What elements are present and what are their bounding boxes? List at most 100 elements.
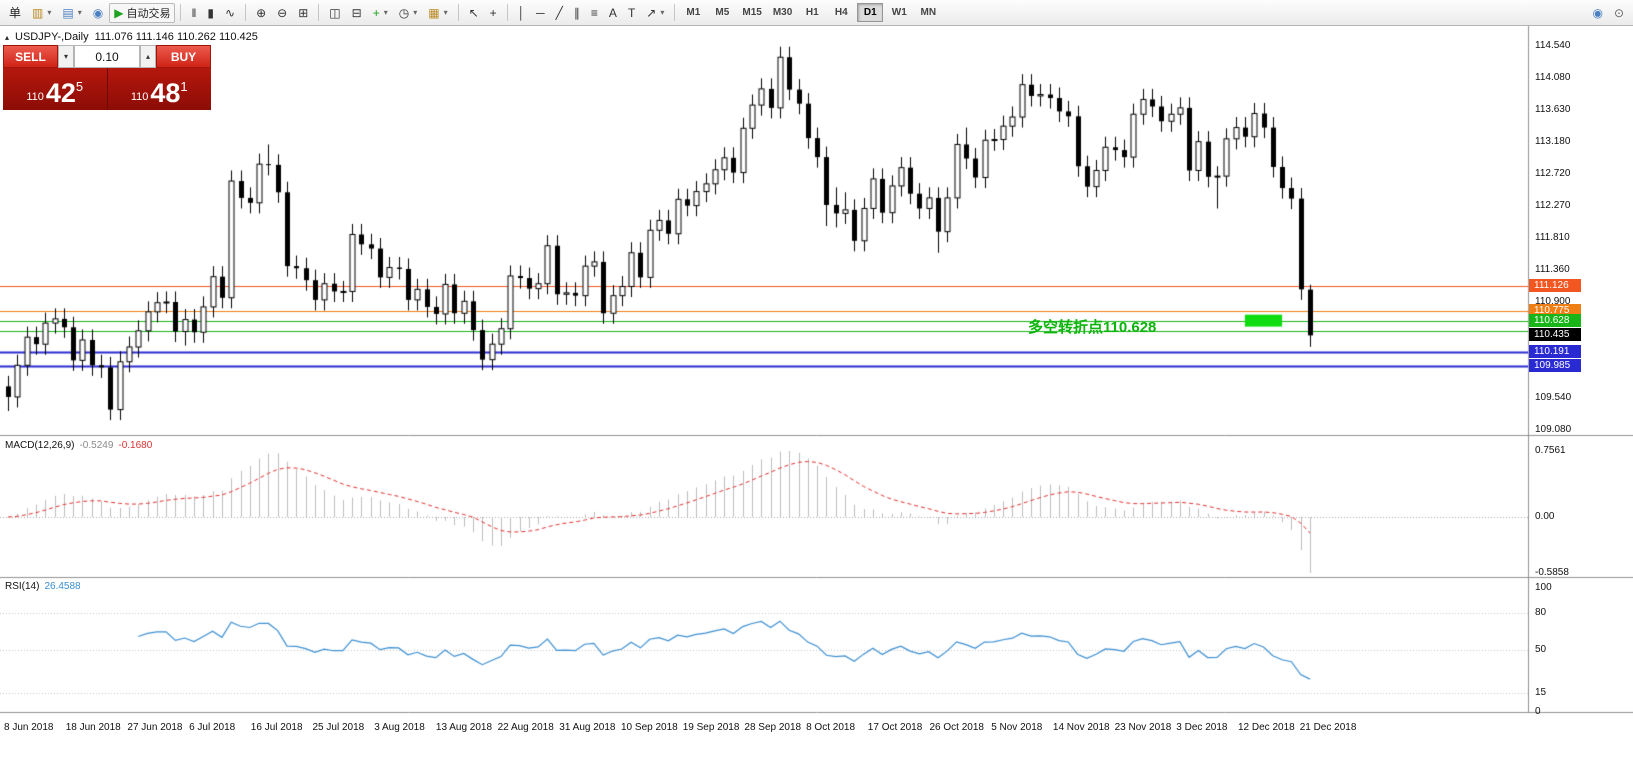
price-tick: 114.540 — [1535, 40, 1571, 51]
arrange-windows-button[interactable]: ⊟ — [347, 3, 367, 23]
timeframe-h1[interactable]: H1 — [799, 3, 825, 22]
rsi-value: 26.4588 — [44, 581, 81, 592]
label-icon: T — [627, 5, 636, 20]
rsi-level-label: 100 — [1535, 582, 1552, 593]
zoom-out-button[interactable]: ⊖ — [272, 3, 292, 23]
zoom-out-icon: ⊖ — [277, 5, 288, 20]
market-watch-button[interactable]: ◉ — [88, 3, 108, 23]
candlestick-chart-icon: ▮ — [207, 5, 215, 20]
date-label: 10 Sep 2018 — [621, 722, 678, 733]
cursor-button[interactable]: ↖ — [464, 3, 484, 23]
timeframe-mn[interactable]: MN — [915, 3, 941, 22]
macd-name: MACD(12,26,9) — [5, 440, 75, 451]
buy-price-prefix: 110 — [130, 91, 149, 103]
timeframe-h4[interactable]: H4 — [828, 3, 854, 22]
tile-windows-button[interactable]: ⊞ — [293, 3, 313, 23]
text-button[interactable]: A — [604, 3, 622, 23]
macd-indicator-label: MACD(12,26,9) -0.5249 -0.1680 — [5, 440, 152, 451]
arrows-button[interactable]: ↗ ▾ — [641, 3, 669, 23]
profiles-button[interactable]: ▤ ▾ — [57, 3, 86, 23]
volume-up-button[interactable]: ▴ — [140, 45, 156, 68]
templates-icon: ▦ — [428, 5, 440, 20]
chart-canvas[interactable] — [0, 26, 1633, 772]
macd-signal-value: -0.1680 — [118, 440, 153, 451]
date-label: 3 Dec 2018 — [1176, 722, 1228, 733]
add-indicator-button[interactable]: + ▾ — [368, 3, 393, 23]
chart-ohlc-values: 111.076 111.146 110.262 110.425 — [94, 31, 258, 43]
trade-controls-row: SELL ▾ ▴ BUY — [3, 45, 211, 68]
price-tick: 111.360 — [1535, 263, 1570, 275]
cascade-windows-button[interactable]: ◫ — [324, 3, 345, 23]
bar-chart-button[interactable]: ‖ — [186, 3, 201, 23]
autotrading-button-label: 自动交易 — [126, 7, 171, 20]
community-button[interactable]: ◉ — [1587, 3, 1607, 23]
chevron-down-icon: ▾ — [63, 52, 68, 61]
sell-price[interactable]: 110 42 5 — [3, 68, 107, 110]
sell-button[interactable]: SELL — [3, 45, 58, 68]
add-indicator-icon: + — [372, 5, 380, 20]
new-order-button[interactable]: 单 — [4, 3, 26, 23]
vertical-line-icon: │ — [517, 5, 526, 20]
collapse-arrow-icon[interactable]: ▴ — [5, 32, 10, 42]
dropdown-arrow-icon: ▾ — [660, 8, 665, 17]
horizontal-line-icon: ─ — [536, 5, 545, 20]
price-tag: 110.435 — [1529, 327, 1581, 341]
search-icon: ⊙ — [1613, 5, 1624, 20]
date-label: 28 Sep 2018 — [744, 722, 802, 733]
volume-input[interactable] — [74, 45, 140, 68]
timeframe-d1[interactable]: D1 — [857, 3, 884, 22]
autotrading-button[interactable]: ▶ 自动交易 — [109, 2, 176, 23]
timeframe-m30[interactable]: M30 — [769, 3, 796, 22]
search-button[interactable]: ⊙ — [1609, 3, 1629, 23]
templates-button[interactable]: ▦ ▾ — [423, 3, 452, 23]
zoom-in-button[interactable]: ⊕ — [251, 3, 271, 23]
toolbar-separator — [245, 4, 247, 21]
toolbar-separator — [318, 4, 320, 21]
dropdown-arrow-icon: ▾ — [383, 8, 388, 17]
channel-button[interactable]: ∥ — [569, 3, 585, 23]
date-label: 22 Aug 2018 — [497, 722, 554, 733]
rsi-name: RSI(14) — [5, 581, 40, 592]
date-label: 3 Aug 2018 — [374, 722, 425, 733]
date-label: 8 Oct 2018 — [806, 722, 856, 733]
market-watch-icon: ◉ — [92, 5, 104, 20]
price-tag: 109.985 — [1529, 359, 1581, 373]
horizontal-line-button[interactable]: ─ — [531, 3, 550, 23]
rsi-level-label: 0 — [1535, 706, 1541, 717]
new-chart-button[interactable]: ▥ ▾ — [27, 3, 56, 23]
timeframe-m1[interactable]: M1 — [680, 3, 706, 22]
chart-title: ▴ USDJPY-,Daily 111.076 111.146 110.262 … — [5, 31, 258, 43]
vertical-line-button[interactable]: │ — [513, 3, 531, 23]
price-tag: 110.775 — [1529, 303, 1581, 317]
channel-icon: ∥ — [573, 5, 580, 20]
candlestick-chart-button[interactable]: ▮ — [202, 3, 219, 23]
timeframe-m15[interactable]: M15 — [738, 3, 765, 22]
label-button[interactable]: T — [623, 3, 640, 23]
timeframe-m5[interactable]: M5 — [709, 3, 735, 22]
crosshair-button[interactable]: + — [485, 3, 502, 23]
price-tick: 112.270 — [1535, 199, 1571, 211]
tile-windows-icon: ⊞ — [298, 5, 309, 20]
date-label: 14 Nov 2018 — [1052, 722, 1110, 733]
price-tick: 111.810 — [1535, 231, 1570, 243]
buy-price[interactable]: 110 48 1 — [106, 68, 211, 110]
fibonacci-button[interactable]: ≡ — [586, 3, 603, 23]
trendline-button[interactable]: ╱ — [551, 3, 568, 23]
timeframe-group: M1 M5 M15 M30 H1 H4 D1 W1 MN — [679, 3, 942, 22]
periods-button[interactable]: ◷ ▾ — [394, 3, 423, 23]
volume-down-button[interactable]: ▾ — [58, 45, 74, 68]
text-icon: A — [608, 5, 617, 20]
line-chart-button[interactable]: ∿ — [220, 3, 240, 23]
price-tick: 113.630 — [1535, 103, 1571, 115]
one-click-trading-panel: SELL ▾ ▴ BUY 110 42 5 110 48 1 — [3, 45, 211, 110]
buy-button[interactable]: BUY — [156, 45, 211, 68]
sell-price-main: 42 — [45, 78, 76, 108]
dropdown-arrow-icon: ▾ — [413, 8, 418, 17]
date-label: 31 Aug 2018 — [559, 722, 616, 733]
periods-icon: ◷ — [398, 5, 410, 20]
arrange-windows-icon: ⊟ — [351, 5, 362, 20]
timeframe-w1[interactable]: W1 — [886, 3, 912, 22]
price-tick: 110.900 — [1535, 295, 1571, 307]
turning-point-annotation[interactable]: 多空转折点110.628 — [1028, 319, 1157, 336]
